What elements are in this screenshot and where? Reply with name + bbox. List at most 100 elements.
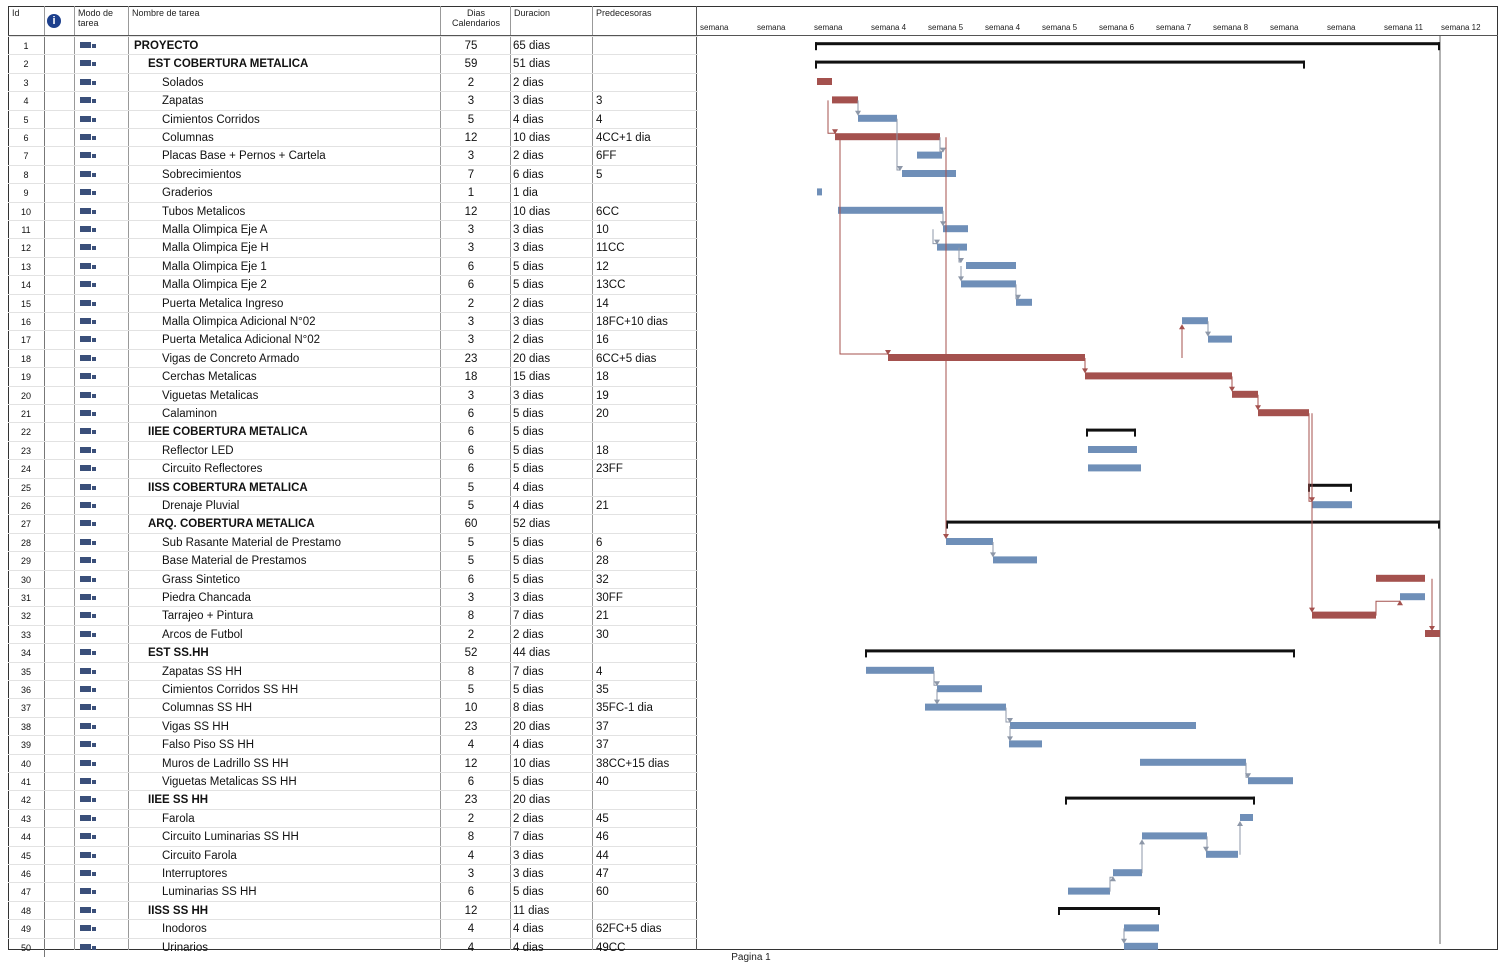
task-predecessors: 20 xyxy=(596,408,609,420)
link-arrow xyxy=(1110,876,1116,882)
table-row[interactable]: 41 Viguetas Metalicas SS HH 6 5 dias 40 xyxy=(8,772,698,791)
task-calendar-days: 10 xyxy=(464,702,478,715)
task-id: 9 xyxy=(8,184,45,203)
task-mode-icon xyxy=(80,520,100,527)
task-calendar-days: 5 xyxy=(467,113,475,126)
table-row[interactable]: 35 Zapatas SS HH 8 7 dias 4 xyxy=(8,661,698,681)
table-row[interactable]: 36 Cimientos Corridos SS HH 5 5 dias 35 xyxy=(8,680,698,699)
table-row[interactable]: 3 Solados 2 2 dias xyxy=(8,72,698,92)
task-duration: 10 dias xyxy=(513,205,551,218)
table-row[interactable]: 8 Sobrecimientos 7 6 dias 5 xyxy=(8,164,698,184)
table-row[interactable]: 26 Drenaje Pluvial 5 4 dias 21 xyxy=(8,496,698,515)
timeline-week-label: semana xyxy=(757,23,786,32)
table-row[interactable]: 49 Inodoros 4 4 dias 62FC+5 dias xyxy=(8,919,698,939)
table-row[interactable]: 50 Urinarios 4 4 dias 49CC xyxy=(8,937,698,957)
task-bar xyxy=(966,262,1016,269)
table-row[interactable]: 19 Cerchas Metalicas 18 15 dias 18 xyxy=(8,367,698,387)
table-row[interactable]: 47 Luminarias SS HH 6 5 dias 60 xyxy=(8,882,698,902)
table-row[interactable]: 13 Malla Olimpica Eje 1 6 5 dias 12 xyxy=(8,256,698,276)
task-name: Cimientos Corridos SS HH xyxy=(162,684,299,696)
task-predecessors: 4 xyxy=(596,665,603,678)
table-row[interactable]: 34 EST SS.HH 52 44 dias xyxy=(8,643,698,663)
table-row[interactable]: 4 Zapatas 3 3 dias 3 xyxy=(8,91,698,111)
task-mode-icon xyxy=(80,686,100,693)
task-id: 15 xyxy=(8,294,45,313)
task-predecessors: 30FF xyxy=(596,592,623,604)
table-row[interactable]: 2 EST COBERTURA METALICA 59 51 dias xyxy=(8,54,698,74)
table-row[interactable]: 38 Vigas SS HH 23 20 dias 37 xyxy=(8,716,698,736)
table-row[interactable]: 9 Graderios 1 1 dia xyxy=(8,183,698,203)
table-row[interactable]: 48 IISS SS HH 12 11 dias xyxy=(8,900,698,920)
task-bar xyxy=(993,556,1037,564)
table-row[interactable]: 12 Malla Olimpica Eje H 3 3 dias 11CC xyxy=(8,238,698,258)
task-predecessors: 6FF xyxy=(596,150,617,163)
dependency-link xyxy=(896,118,900,171)
task-predecessors: 35 xyxy=(596,684,609,696)
table-row[interactable]: 44 Circuito Luminarias SS HH 8 7 dias 46 xyxy=(8,827,698,847)
table-row[interactable]: 21 Calaminon 6 5 dias 20 xyxy=(8,404,698,423)
table-row[interactable]: 23 Reflector LED 6 5 dias 18 xyxy=(8,440,698,460)
table-row[interactable]: 15 Puerta Metalica Ingreso 2 2 dias 14 xyxy=(8,293,698,313)
table-row[interactable]: 22 IIEE COBERTURA METALICA 6 5 dias xyxy=(8,422,698,442)
timeline-week-label: semana 11 xyxy=(1384,23,1423,32)
table-row[interactable]: 40 Muros de Ladrillo SS HH 12 10 dias 38CC+1… xyxy=(8,753,698,773)
table-row[interactable]: 24 Circuito Reflectores 6 5 dias 23FF xyxy=(8,459,698,479)
task-predecessors: 11CC xyxy=(596,242,625,255)
task-calendar-days: 6 xyxy=(467,260,475,273)
table-row[interactable]: 11 Malla Olimpica Eje A 3 3 dias 10 xyxy=(8,220,698,239)
table-row[interactable]: 10 Tubos Metalicos 12 10 dias 6CC xyxy=(8,201,698,221)
timeline-week-label: semana xyxy=(814,23,843,32)
task-mode-icon xyxy=(80,189,100,196)
task-predecessors: 47 xyxy=(596,868,609,880)
table-row[interactable]: 33 Arcos de Futbol 2 2 dias 30 xyxy=(8,624,698,644)
table-row[interactable]: 28 Sub Rasante Material de Prestamo 5 5 dia… xyxy=(8,532,698,552)
table-row[interactable]: 31 Piedra Chancada 3 3 dias 30FF xyxy=(8,588,698,607)
task-calendar-days: 3 xyxy=(467,334,475,347)
task-predecessors: 12 xyxy=(596,260,609,273)
task-calendar-days: 7 xyxy=(467,168,475,181)
task-id: 16 xyxy=(8,313,45,331)
task-duration: 10 dias xyxy=(513,757,551,770)
table-row[interactable]: 6 Columnas 12 10 dias 4CC+1 dia xyxy=(8,128,698,147)
table-row[interactable]: 32 Tarrajeo + Pintura 8 7 dias 21 xyxy=(8,606,698,626)
task-predecessors: 18 xyxy=(596,444,609,457)
task-id: 36 xyxy=(8,681,45,699)
task-id: 11 xyxy=(8,221,45,239)
task-calendar-days: 5 xyxy=(467,555,475,568)
table-row[interactable]: 1 PROYECTO 75 65 dias xyxy=(8,36,698,55)
table-row[interactable]: 30 Grass Sintetico 6 5 dias 32 xyxy=(8,569,698,589)
table-row[interactable]: 20 Viguetas Metalicas 3 3 dias 19 xyxy=(8,385,698,405)
timeline-week-label: semana 6 xyxy=(1099,23,1135,32)
table-row[interactable]: 43 Farola 2 2 dias 45 xyxy=(8,808,698,828)
table-row[interactable]: 42 IIEE SS HH 23 20 dias xyxy=(8,790,698,810)
task-predecessors: 18 xyxy=(596,371,609,384)
table-row[interactable]: 37 Columnas SS HH 10 8 dias 35FC-1 dia xyxy=(8,698,698,718)
task-name: IIEE SS HH xyxy=(148,794,209,807)
task-id: 42 xyxy=(8,791,45,810)
table-row[interactable]: 39 Falso Piso SS HH 4 4 dias 37 xyxy=(8,735,698,755)
table-row[interactable]: 16 Malla Olimpica Adicional N°02 3 3 dias 18… xyxy=(8,312,698,331)
task-mode-icon xyxy=(80,538,100,546)
link-arrow xyxy=(958,258,964,263)
task-mode-icon xyxy=(80,262,100,270)
task-mode-icon xyxy=(80,428,100,435)
table-row[interactable]: 14 Malla Olimpica Eje 2 6 5 dias 13CC xyxy=(8,275,698,295)
table-row[interactable]: 46 Interruptores 3 3 dias 47 xyxy=(8,864,698,883)
table-row[interactable]: 18 Vigas de Concreto Armado 23 20 dias 6CC+5… xyxy=(8,348,698,368)
task-mode-icon xyxy=(80,60,100,67)
task-bar xyxy=(1142,832,1207,840)
task-mode-icon xyxy=(80,281,100,288)
task-id: 27 xyxy=(8,515,45,534)
dependency-link xyxy=(1015,284,1018,300)
task-mode-icon xyxy=(80,833,100,840)
table-row[interactable]: 25 IISS COBERTURA METALICA 5 4 dias xyxy=(8,477,698,497)
task-calendar-days: 23 xyxy=(464,352,478,365)
table-row[interactable]: 45 Circuito Farola 4 3 dias 44 xyxy=(8,845,698,865)
table-row[interactable]: 5 Cimientos Corridos 5 4 dias 4 xyxy=(8,109,698,129)
table-row[interactable]: 29 Base Material de Prestamos 5 5 dias 28 xyxy=(8,551,698,571)
table-row[interactable]: 27 ARQ. COBERTURA METALICA 60 52 dias xyxy=(8,514,698,534)
table-row[interactable]: 17 Puerta Metalica Adicional N°02 3 2 dias 1… xyxy=(8,330,698,350)
table-row[interactable]: 7 Placas Base + Pernos + Cartela 3 2 dias 6F… xyxy=(8,146,698,166)
task-name: Muros de Ladrillo SS HH xyxy=(162,757,289,770)
task-mode-icon xyxy=(80,796,100,803)
